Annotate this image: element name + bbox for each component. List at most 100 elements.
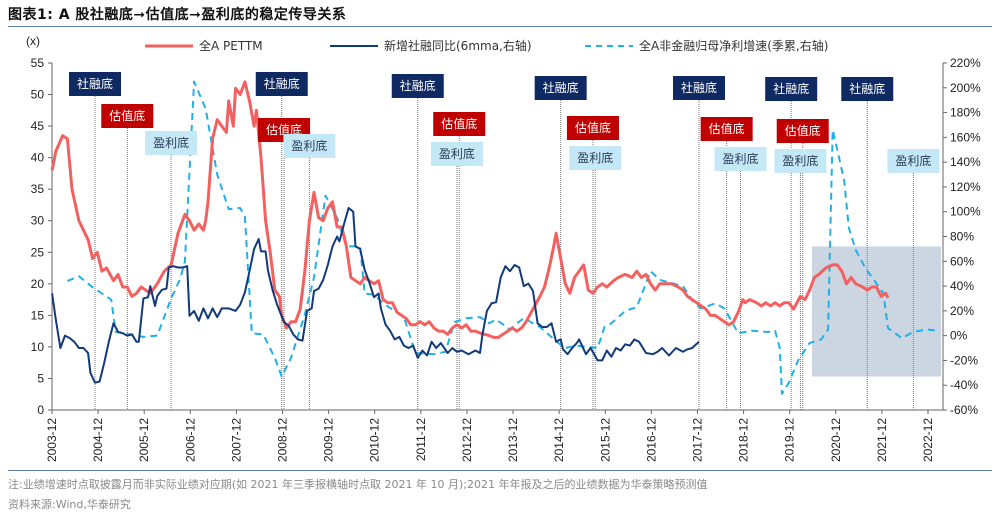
x-tick-label: 2022-12 [921,418,935,462]
series-layer [50,80,937,395]
legend-label-credit: 新增社融同比(6mma,右轴) [384,38,532,53]
left-tick-label: 15 [31,308,45,322]
series-pe-line [50,80,890,339]
annotation-credit: 社融底 [672,76,725,100]
annotation-credit: 社融底 [765,77,818,101]
left-tick-label: 35 [31,182,45,196]
right-tick-label: 80% [950,230,974,244]
x-tick-label: 2005-12 [137,418,151,462]
annotation-box [430,142,483,166]
left-tick-label: 0 [37,403,44,417]
annotation-box [672,76,725,100]
x-tick-label: 2008-12 [276,418,290,462]
x-tick-label: 2013-12 [506,418,520,462]
legend: 全A PETTM 新增社融同比(6mma,右轴) 全A非金融归母净利增速(季累,右轴… [145,38,828,53]
annotation-label: 社融底 [264,76,300,91]
annotation-label: 社融底 [400,78,436,93]
x-tick-label: 2012-12 [460,418,474,462]
title-divider [8,26,992,27]
annotation-label: 社融底 [77,76,113,91]
annotation-profit: 盈利底 [774,149,827,173]
annotation-profit: 盈利底 [714,147,767,171]
annotation-valuation: 估值底 [433,112,486,136]
annotation-box [433,112,486,136]
annotation-label: 估值底 [785,123,821,138]
left-axis-label: (x) [26,34,40,48]
axes: 0 5 10 15 20 25 30 35 40 45 50 55 -60% -40% -20% 0% 20% 4… [31,56,981,462]
right-tick-label: 220% [950,56,981,70]
x-tick-label: 2011-12 [414,418,428,461]
annotation-box [765,77,818,101]
left-tick-label: 45 [31,119,45,133]
annotation-label: 盈利底 [577,150,613,165]
x-tick-label: 2014-12 [552,418,566,462]
x-tick-label: 2017-12 [690,418,704,462]
x-tick-label: 2004-12 [91,418,105,462]
x-tick-label: 2021-12 [875,418,889,462]
left-tick-label: 10 [31,340,45,354]
x-tick-label: 2015-12 [598,418,612,462]
forecast-shade-layer [811,246,942,377]
annotation-label: 盈利底 [782,153,818,168]
x-tick-label: 2018-12 [737,418,751,462]
annotation-valuation: 估值底 [566,116,619,140]
left-tick-label: 25 [31,245,45,259]
annotation-box [101,104,154,128]
legend-label-pe: 全A PETTM [199,38,263,53]
right-tick-label: 180% [950,106,981,120]
annotation-label: 社融底 [681,80,717,95]
annotation-lines [94,96,914,410]
annotation-box [774,149,827,173]
annotation-label: 估值底 [441,116,477,131]
right-tick-label: 60% [950,254,974,268]
annotation-credit: 社融底 [841,77,894,101]
right-tick-label: -40% [950,378,978,392]
left-tick-label: 30 [31,214,45,228]
annotation-credit: 社融底 [391,74,444,98]
annotation-label: 盈利底 [895,153,931,168]
x-tick-label: 2016-12 [644,418,658,462]
annotation-credit: 社融底 [255,72,308,96]
x-tick-label: 2019-12 [783,418,797,462]
annotation-valuation: 估值底 [776,119,829,143]
left-tick-label: 5 [37,371,44,385]
annotation-credit: 社融底 [69,72,122,96]
annotation-label: 盈利底 [153,135,189,150]
annotation-profit: 盈利底 [283,134,336,158]
chart-title: 图表1: A 股社融底➞估值底➞盈利底的稳定传导关系 [8,7,347,23]
annotation-profit: 盈利底 [430,142,483,166]
chart-canvas: 0 5 10 15 20 25 30 35 40 45 50 55 -60% -40% -20% 0% 20% 4… [26,34,981,462]
left-tick-label: 20 [31,277,45,291]
right-tick-label: -20% [950,353,978,367]
annotation-box [255,72,308,96]
annotation-profit: 盈利底 [569,146,622,170]
annotation-label: 估值底 [575,120,611,135]
left-tick-label: 55 [31,56,45,70]
annotation-box [534,76,587,100]
annotation-label: 估值底 [266,122,302,137]
annotation-box [569,146,622,170]
x-tick-label: 2009-12 [322,418,336,462]
annotation-label: 社融底 [543,80,579,95]
series-credit-line [51,207,700,384]
right-tick-label: 40% [950,279,974,293]
footer-divider [8,470,992,471]
annotation-label: 盈利底 [291,138,327,153]
legend-label-profit: 全A非金融归母净利增速(季累,右轴) [639,38,828,53]
annotation-label: 社融底 [849,81,885,96]
source-note: 资料来源:Wind,华泰研究 [8,498,131,511]
footnote: 注:业绩增速时点取披露月而非实际业绩对应期(如 2021 年三季报横轴时点取 2… [8,478,708,491]
annotation-box [391,74,444,98]
forecast-shaded-region [811,246,942,377]
annotation-box [283,134,336,158]
annotation-box [566,116,619,140]
right-tick-label: 140% [950,155,981,169]
left-tick-label: 40 [31,151,45,165]
annotation-profit: 盈利底 [887,149,940,173]
annotation-box [841,77,894,101]
annotation-box [714,147,767,171]
x-tick-label: 2003-12 [45,418,59,462]
annotation-profit: 盈利底 [145,131,198,155]
right-tick-label: 200% [950,81,981,95]
